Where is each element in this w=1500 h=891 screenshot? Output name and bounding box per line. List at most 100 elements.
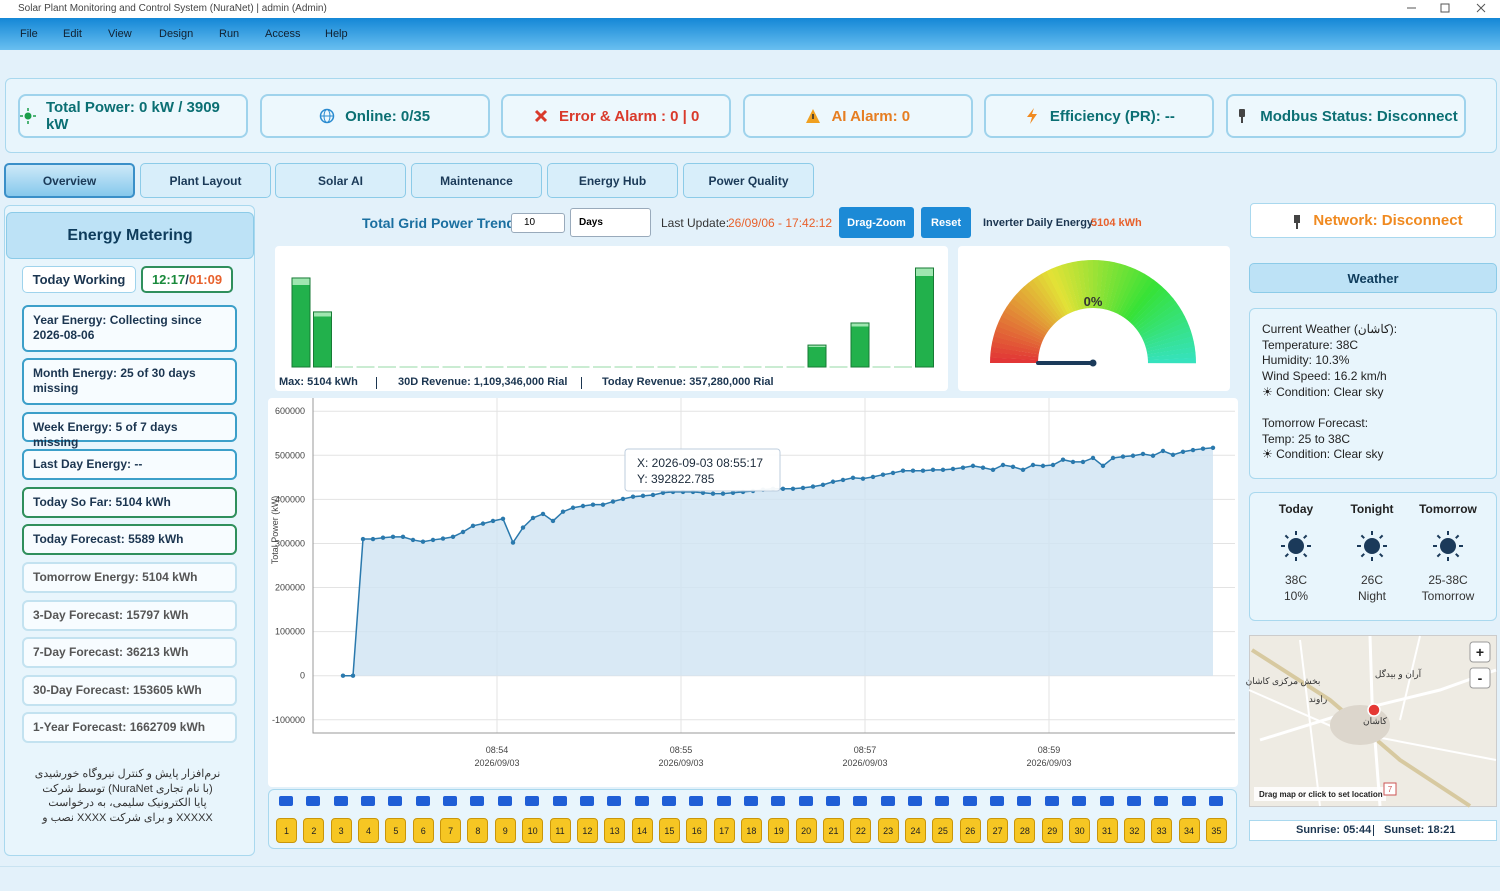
menu-item[interactable]: Design xyxy=(159,28,194,40)
point xyxy=(1200,446,1206,451)
energy-item: Today Forecast: 5589 kWh xyxy=(22,524,237,555)
separator xyxy=(376,377,377,389)
inverter-status xyxy=(333,796,348,806)
inverter-button[interactable]: 2 xyxy=(303,818,325,843)
inverter-button[interactable]: 11 xyxy=(549,818,571,843)
menu-bar xyxy=(0,18,1500,50)
tab[interactable]: Plant Layout xyxy=(140,163,271,198)
menu-item[interactable]: Edit xyxy=(63,28,82,40)
point xyxy=(1060,457,1066,462)
status-card: Online: 0/35 xyxy=(259,94,490,138)
map-road xyxy=(1399,635,1421,721)
inverter-button[interactable]: 29 xyxy=(1041,818,1063,843)
energy-item: 1-Year Forecast: 1662709 kWh xyxy=(22,712,237,743)
inverter-button[interactable]: 23 xyxy=(877,818,899,843)
gauge-arc xyxy=(1140,311,1185,339)
inverter-button[interactable]: 15 xyxy=(658,818,680,843)
inverter-button[interactable]: 13 xyxy=(604,818,626,843)
inverter-button[interactable]: 20 xyxy=(795,818,817,843)
menu-item[interactable]: Access xyxy=(265,28,301,40)
inverter-button[interactable]: 25 xyxy=(932,818,954,843)
inverter-button[interactable]: 33 xyxy=(1151,818,1173,843)
point xyxy=(550,518,556,524)
sun-ray xyxy=(1360,534,1365,539)
gauge-arc xyxy=(1104,262,1120,310)
inverter-status xyxy=(388,796,403,806)
point xyxy=(850,475,856,480)
inverter-button[interactable]: 17 xyxy=(713,818,735,843)
menu-item[interactable]: Run xyxy=(219,28,240,40)
inverter-button[interactable]: 3 xyxy=(330,818,352,843)
status-card: Total Power: 0 kW / 3909 kW xyxy=(18,94,248,138)
inverter-button[interactable]: 28 xyxy=(1014,818,1036,843)
inverter-button[interactable]: 32 xyxy=(1123,818,1145,843)
zoom-label[interactable]: + xyxy=(1476,644,1484,660)
inverter-button[interactable]: 18 xyxy=(740,818,762,843)
inverter-button[interactable]: 35 xyxy=(1205,818,1227,843)
menu-item[interactable]: File xyxy=(20,28,38,40)
inverter-button[interactable]: 12 xyxy=(576,818,598,843)
working-label: Today Working xyxy=(22,266,136,293)
zoom-button[interactable] xyxy=(1469,667,1491,689)
zoom-button[interactable]: Drag-Zoom xyxy=(839,207,914,238)
reset-button[interactable]: Reset xyxy=(921,207,971,238)
inverter-button[interactable]: 10 xyxy=(522,818,544,843)
point xyxy=(730,490,736,495)
gauge-arc xyxy=(1024,282,1059,323)
inverter-status xyxy=(853,796,868,806)
inverter-status xyxy=(306,796,321,806)
inverter-button[interactable]: 1 xyxy=(276,818,297,843)
inverter-button[interactable]: 26 xyxy=(959,818,981,843)
tab[interactable]: Overview xyxy=(4,163,135,198)
gauge-arc xyxy=(1087,260,1094,309)
inverter-button[interactable]: 21 xyxy=(823,818,844,843)
footer-line: XXXXX و برای شرکت XXXX نصب و xyxy=(42,811,213,824)
inverter-button[interactable]: 31 xyxy=(1096,818,1118,843)
inverter-button[interactable]: 14 xyxy=(631,818,653,843)
unit-select[interactable]: Days xyxy=(570,208,651,237)
weather-line: Wind Speed: 16.2 km/h xyxy=(1262,369,1387,384)
inverter-button[interactable]: 34 xyxy=(1178,818,1200,843)
sun-ray xyxy=(1455,553,1460,558)
inverter-button[interactable]: 16 xyxy=(686,818,708,843)
zoom-button[interactable] xyxy=(1469,641,1491,663)
tab[interactable]: Maintenance xyxy=(411,163,542,198)
inverter-button[interactable]: 27 xyxy=(987,818,1009,843)
map-place: بخش مرکزی کاشان xyxy=(1246,676,1321,687)
days-input[interactable]: 10 xyxy=(511,213,565,233)
menu-item[interactable]: View xyxy=(108,28,132,40)
menu-item[interactable]: Help xyxy=(325,28,348,40)
gauge-arc xyxy=(1016,289,1055,327)
point xyxy=(660,490,666,495)
inverter-status xyxy=(661,796,676,806)
inverter-status xyxy=(552,796,567,806)
gauge-arc xyxy=(998,315,1045,341)
inverter-button[interactable]: 24 xyxy=(905,818,927,843)
area-fill xyxy=(343,447,1213,676)
inverter-button[interactable]: 6 xyxy=(412,818,434,843)
bar xyxy=(291,277,311,368)
forecast-detail: 10% xyxy=(1283,589,1309,603)
inverter-button[interactable]: 19 xyxy=(768,818,790,843)
inverter-button[interactable]: 22 xyxy=(850,818,872,843)
inverter-button[interactable]: 7 xyxy=(440,818,462,843)
forecast-detail: Tomorrow xyxy=(1421,589,1475,603)
inverter-button[interactable]: 30 xyxy=(1069,818,1091,843)
inverter-button[interactable]: 8 xyxy=(467,818,489,843)
inverter-button[interactable]: 9 xyxy=(494,818,516,843)
tab[interactable]: Power Quality xyxy=(683,163,814,198)
energy-item: Year Energy: Collecting since 2026-08-06 xyxy=(22,305,237,352)
inverter-button[interactable]: 5 xyxy=(385,818,407,843)
inverter-button[interactable]: 4 xyxy=(358,818,380,843)
point xyxy=(830,479,836,484)
tab[interactable]: Energy Hub xyxy=(547,163,678,198)
map-place: کاشان xyxy=(1363,716,1388,726)
tab[interactable]: Solar AI xyxy=(275,163,406,198)
status-icon xyxy=(1026,108,1037,124)
zoom-label[interactable]: - xyxy=(1478,670,1483,686)
y-tick-label: 100000 xyxy=(275,627,305,637)
point xyxy=(980,465,986,470)
inverter-status xyxy=(607,796,622,806)
